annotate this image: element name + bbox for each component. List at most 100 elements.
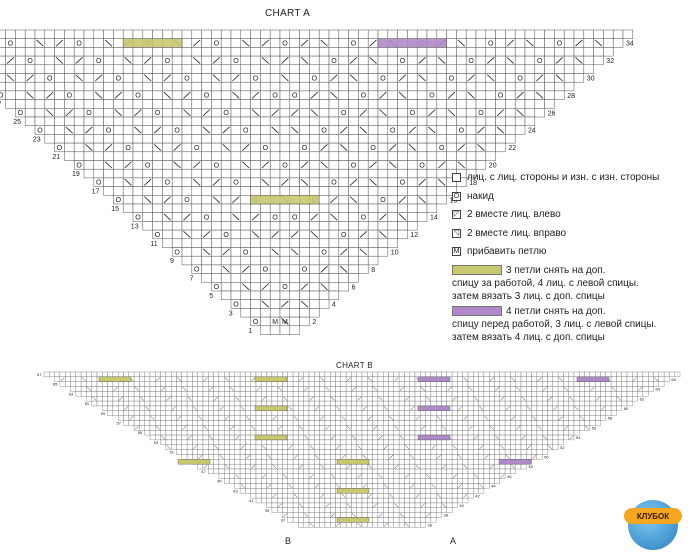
chart-a-cell xyxy=(328,38,340,48)
chart-a-cell xyxy=(387,177,398,187)
chart-b-cell xyxy=(393,405,400,411)
chart-b-cell xyxy=(377,439,384,445)
k2tog-right-icon xyxy=(281,178,289,186)
chart-a-cell xyxy=(387,186,398,196)
chart-b-cell xyxy=(303,449,310,455)
k2tog-left-icon xyxy=(585,425,590,430)
chart-b-cell xyxy=(324,468,331,475)
chart-b-cell xyxy=(139,415,145,421)
chart-a-cell xyxy=(162,142,173,153)
yarn-over-icon: O xyxy=(243,249,249,256)
chart-b-cell xyxy=(102,391,108,397)
chart-a-cell xyxy=(416,29,428,39)
chart-a-cell xyxy=(309,264,320,274)
chart-b-cell xyxy=(319,517,326,523)
chart-b-cell xyxy=(404,430,410,436)
chart-a-cell xyxy=(465,151,477,161)
chart-b-cell xyxy=(208,468,214,475)
k2tog-right-icon xyxy=(232,196,240,204)
chart-b-cell xyxy=(218,386,225,392)
chart-b-cell xyxy=(319,522,326,528)
chart-b-cell xyxy=(489,381,495,387)
chart-a-cell xyxy=(514,55,526,66)
chart-b-cell xyxy=(160,439,167,445)
chart-a-cell xyxy=(240,47,251,57)
chart-a-row-number: 34 xyxy=(626,41,634,48)
chart-b-cell xyxy=(478,468,485,475)
chart-a-cell xyxy=(505,81,516,92)
k2tog-right-icon xyxy=(362,406,367,411)
chart-b-cell xyxy=(218,391,225,397)
k2tog-left-icon xyxy=(124,57,132,64)
chart-b-cell xyxy=(473,425,479,431)
k2tog-left-icon xyxy=(182,386,187,391)
chart-a-cell xyxy=(426,64,438,74)
chart-b-cell xyxy=(536,430,543,436)
chart-b-cell xyxy=(398,371,405,378)
chart-a-cell xyxy=(152,221,163,231)
chart-a-cell xyxy=(563,55,575,66)
chart-b-cell xyxy=(308,463,315,470)
chart-b-cell xyxy=(324,488,331,494)
chart-b-cell xyxy=(213,468,220,475)
k2tog-left-icon xyxy=(484,416,489,421)
chart-a-cell xyxy=(211,90,222,100)
chart-b-cell xyxy=(250,473,257,479)
chart-b-cell xyxy=(526,439,532,445)
chart-b-cell xyxy=(261,478,267,484)
chart-a-cell xyxy=(83,168,95,179)
chart-b-cell xyxy=(515,396,522,402)
chart-b-cell xyxy=(224,400,230,407)
chart-b-cell xyxy=(441,449,447,455)
cable-back-icon xyxy=(336,488,370,494)
chart-b-cell xyxy=(351,522,357,528)
chart-b-cell xyxy=(224,459,230,465)
chart-b-cell xyxy=(335,463,341,470)
chart-a-cell xyxy=(191,221,202,231)
k2tog-right-icon xyxy=(349,57,358,64)
chart-b-cell xyxy=(563,391,569,397)
chart-b-cell xyxy=(436,410,442,416)
chart-b-cell xyxy=(171,400,177,407)
chart-b-cell xyxy=(515,420,522,426)
chart-b-cell xyxy=(451,493,458,499)
chart-a-cell xyxy=(318,229,330,240)
chart-b-cell xyxy=(239,386,246,392)
chart-b-cell xyxy=(621,396,628,402)
k2tog-left-icon xyxy=(477,144,485,151)
chart-a-cell xyxy=(5,81,16,92)
k2tog-left-icon xyxy=(310,109,318,117)
chart-b-cell xyxy=(239,396,246,402)
chart-a-cell xyxy=(309,116,320,126)
chart-a-cell xyxy=(397,29,408,39)
chart-a-cell xyxy=(544,38,555,48)
chart-b-cell xyxy=(245,439,251,445)
chart-b-cell xyxy=(261,391,267,397)
chart-a-cell xyxy=(318,64,330,74)
chart-b-cell xyxy=(186,376,193,382)
chart-b-cell xyxy=(298,468,304,475)
chart-a-cell xyxy=(191,186,202,196)
chart-a-cell xyxy=(348,64,359,74)
k2tog-right-icon xyxy=(431,445,436,450)
k2tog-left-icon xyxy=(330,213,338,221)
chart-b-cell xyxy=(319,386,326,392)
k2tog-left-icon xyxy=(193,178,201,186)
chart-a-cell xyxy=(475,151,487,161)
yarn-over-icon: O xyxy=(194,267,200,274)
chart-b-cell xyxy=(504,410,511,416)
chart-b-cell xyxy=(229,439,235,445)
chart-a-cell xyxy=(152,116,163,126)
chart-b-cell xyxy=(404,405,410,411)
chart-a-cell xyxy=(83,134,95,144)
chart-b-cell xyxy=(308,478,315,484)
chart-a-cell xyxy=(152,151,163,161)
chart-b-cell xyxy=(271,478,278,484)
chart-b-row-number: 45 xyxy=(217,479,222,484)
chart-b-cell xyxy=(674,371,681,378)
chart-b-cell xyxy=(139,371,145,378)
chart-a-cell xyxy=(583,29,594,39)
legend-k2tog-right-label: 2 вместе лиц. вправо xyxy=(467,227,567,239)
chart-a-cell xyxy=(44,38,55,48)
chart-a-cell xyxy=(269,273,281,283)
